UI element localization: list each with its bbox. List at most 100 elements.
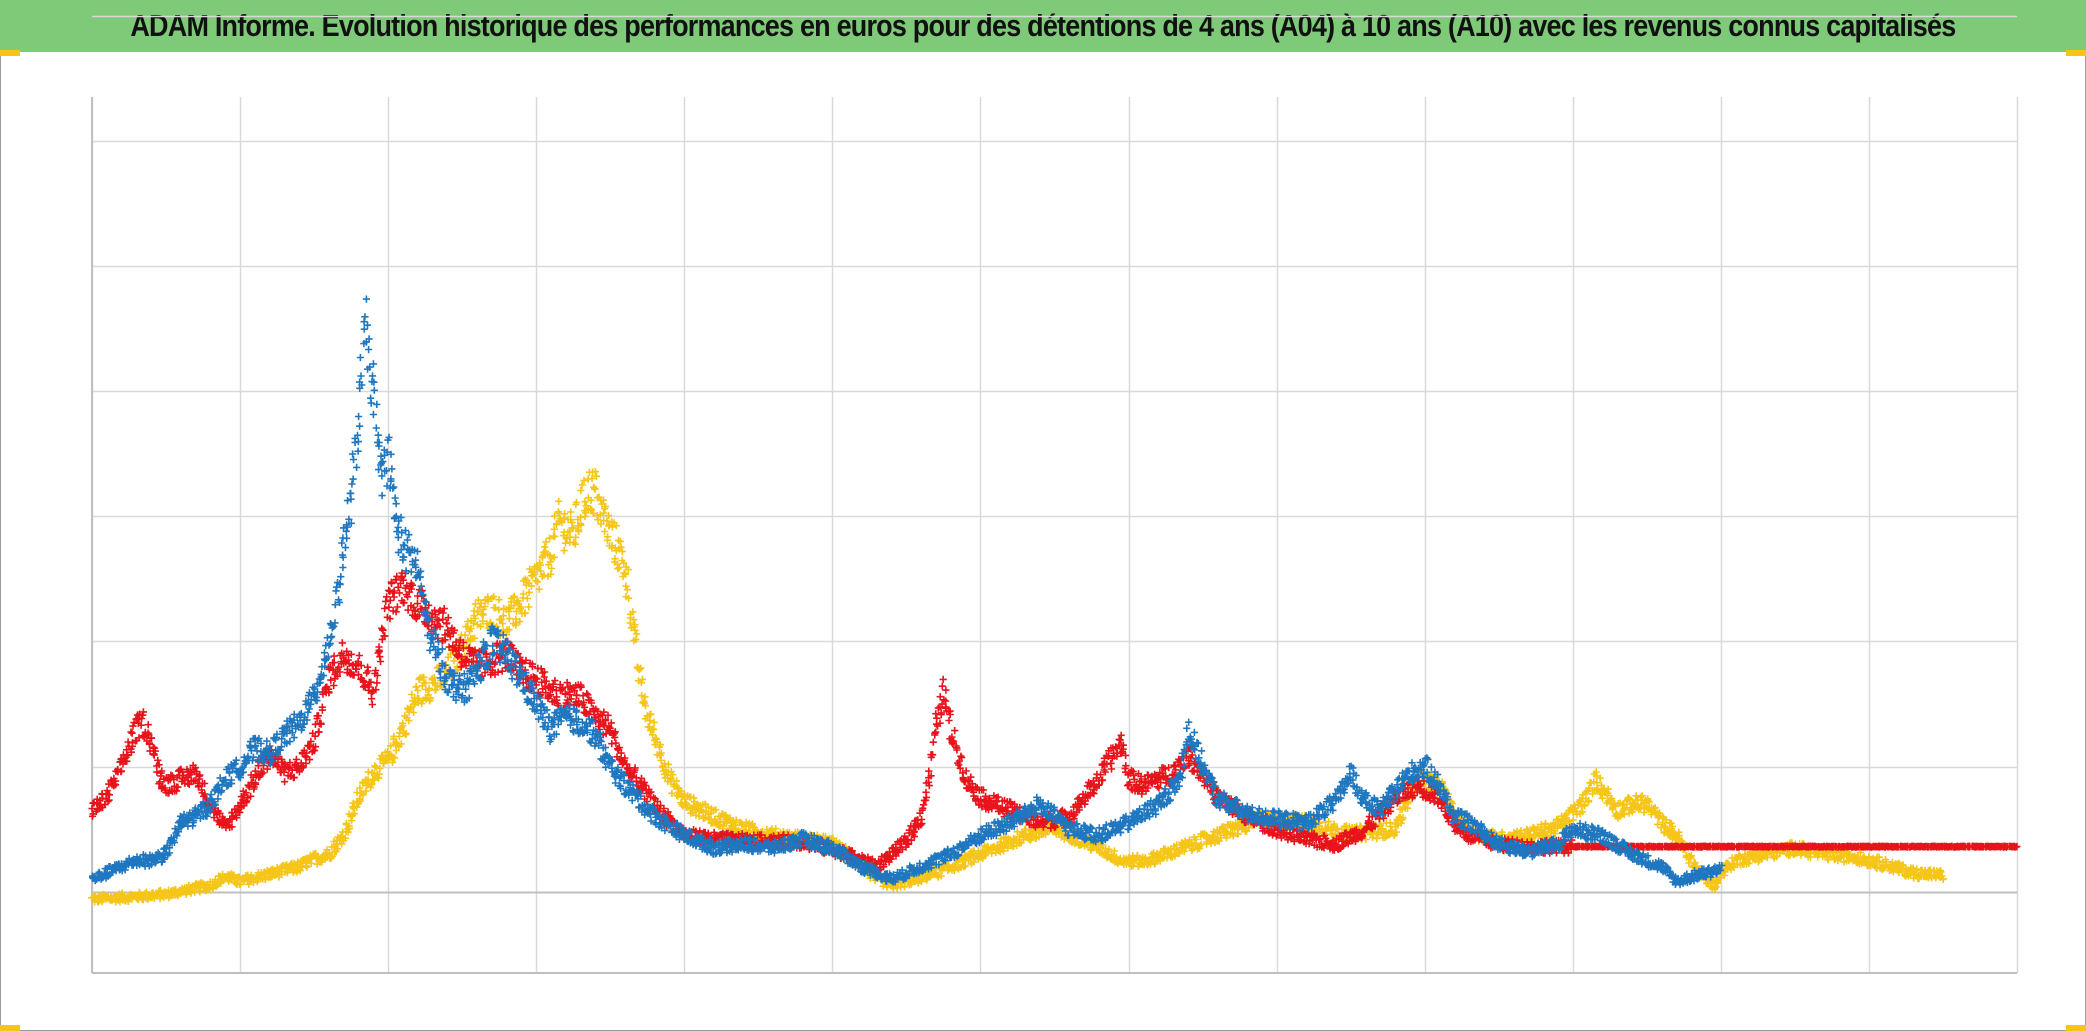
series-0-point — [523, 594, 531, 603]
series-0-point — [481, 602, 489, 611]
series-0-point — [542, 538, 550, 546]
series-0-point — [495, 606, 503, 614]
series-0-point — [608, 523, 617, 531]
series-0-point — [617, 543, 625, 551]
series-1-point — [939, 675, 947, 683]
series-0-point — [577, 521, 585, 529]
series-0-point — [473, 608, 481, 616]
series-1-point — [355, 651, 363, 660]
series-0-point — [621, 570, 629, 578]
series-1-point — [373, 679, 381, 687]
series-0-point — [650, 718, 658, 726]
series-0-point — [546, 534, 554, 542]
series-0-point — [561, 539, 569, 547]
series-0-point — [623, 586, 631, 594]
series-0-point — [591, 485, 599, 493]
series-0-point — [495, 596, 503, 604]
series-0-point — [510, 592, 518, 600]
series-1-point — [330, 658, 338, 667]
series-0-point — [547, 570, 555, 578]
series-0-point — [461, 631, 469, 639]
series-1-point — [1107, 765, 1116, 773]
series-1-point — [338, 639, 346, 647]
series-0-point — [409, 708, 418, 717]
series-0-point — [512, 619, 520, 627]
series-0-point — [497, 615, 505, 623]
series-0-point — [519, 590, 527, 598]
series-0-point — [550, 525, 558, 533]
series-0-point — [591, 468, 599, 476]
series-0-point — [656, 741, 664, 749]
series-0-point — [638, 692, 646, 700]
series-0-point — [635, 665, 644, 673]
series-0-point — [353, 803, 361, 811]
series-layer — [88, 295, 2021, 906]
series-0-point — [629, 608, 637, 616]
series-0-point — [918, 877, 926, 886]
series-1-point — [938, 682, 946, 690]
series-0-point — [548, 564, 556, 573]
series-0-point — [376, 764, 384, 773]
series-0-point — [550, 553, 558, 561]
series-0-point — [673, 777, 681, 785]
series-0-point — [624, 566, 632, 574]
series-0-point — [372, 763, 380, 771]
series-0-point — [622, 582, 630, 590]
chart-title: ADAM Informe. Evolution historique des p… — [130, 8, 1956, 43]
series-0-point — [599, 496, 608, 504]
series-0-point — [388, 758, 397, 766]
series-0-point — [592, 472, 601, 480]
series-0-point — [505, 615, 513, 623]
series-0-point — [695, 812, 703, 820]
series-1-point — [922, 788, 930, 796]
series-0-point — [525, 588, 533, 596]
series-1-point — [929, 738, 937, 746]
series-0-point — [551, 512, 559, 520]
series-0-point — [638, 675, 647, 683]
series-0-point — [588, 474, 596, 483]
series-0-point — [582, 502, 590, 510]
series-1-point — [144, 721, 152, 729]
series-0-point — [540, 571, 548, 579]
series-0-point — [637, 664, 645, 672]
series-0-point — [632, 635, 640, 643]
series-0-point — [667, 775, 675, 783]
series-0-point — [571, 540, 579, 548]
series-0-point — [477, 622, 485, 630]
series-1-point — [551, 677, 559, 685]
series-0-point — [422, 679, 430, 687]
series-0-point — [538, 552, 546, 561]
series-0-point — [587, 505, 595, 513]
series-0-point — [471, 634, 479, 642]
series-0-point — [558, 518, 566, 526]
corner-accent-top-left — [0, 50, 20, 56]
series-0-point — [602, 502, 610, 511]
series-0-point — [680, 791, 688, 799]
series-0-point — [577, 486, 585, 495]
series-0-point — [560, 547, 568, 555]
series-1-point — [945, 716, 953, 725]
chart-title-bar: ADAM Informe. Evolution historique des p… — [0, 0, 2086, 52]
series-0-point — [541, 543, 549, 551]
series-0-point — [641, 693, 649, 701]
series-0-point — [430, 674, 438, 682]
series-0-point — [479, 617, 487, 625]
series-0-point — [1386, 819, 1394, 827]
series-1-point — [439, 615, 447, 623]
series-0-point — [646, 717, 654, 725]
series-0-point — [345, 822, 353, 830]
series-0-point — [527, 582, 535, 590]
series-1-point — [393, 603, 401, 611]
series-0-point — [657, 749, 665, 757]
series-1-point — [317, 720, 325, 728]
series-0-point — [533, 578, 542, 586]
series-1-point — [376, 657, 385, 666]
series-0-point — [575, 526, 583, 534]
series-0-point — [772, 825, 780, 833]
series-1-point — [128, 729, 136, 737]
corner-accent-bottom-right — [2066, 1025, 2086, 1031]
series-0-point — [405, 717, 413, 725]
series-0-point — [334, 845, 342, 853]
series-0-point — [581, 498, 589, 506]
series-1-point — [1170, 762, 1178, 771]
